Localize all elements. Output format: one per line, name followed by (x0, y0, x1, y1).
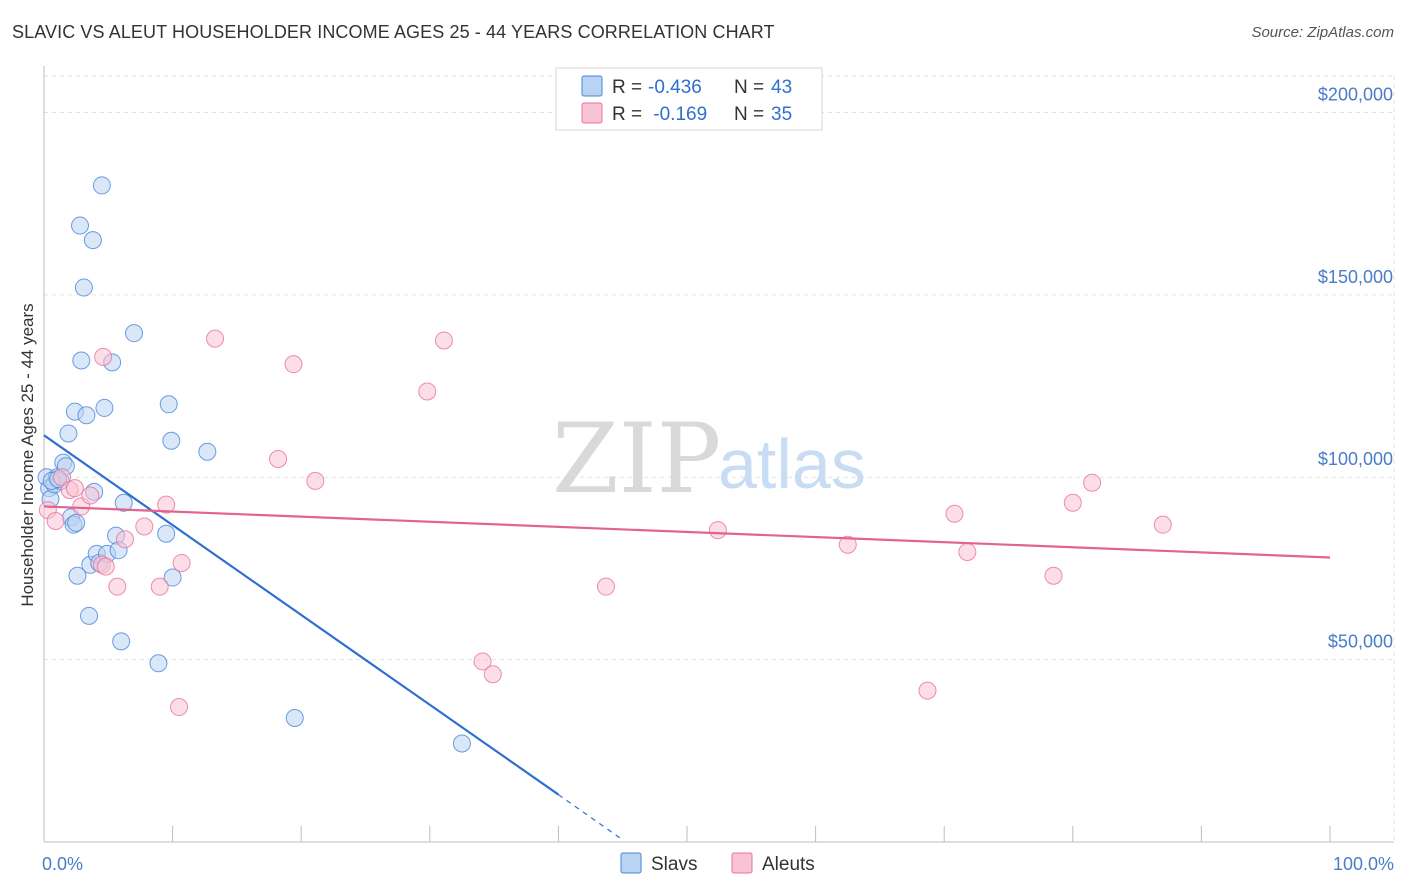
point-aleuts-4 (65, 479, 84, 498)
point-aleuts-12 (135, 517, 154, 536)
point-aleuts-13 (150, 577, 169, 596)
point-aleuts-9 (96, 557, 115, 576)
point-aleuts-10 (108, 577, 127, 596)
point-slavs-25 (95, 398, 114, 417)
point-aleuts-32 (1063, 493, 1082, 512)
point-aleuts-24 (483, 665, 502, 684)
y-tick-label-3: $200,000 (1318, 84, 1393, 104)
point-aleuts-1 (46, 512, 65, 531)
legend-r-value-slavs: -0.436 (648, 77, 702, 98)
point-aleuts-34 (1153, 515, 1172, 534)
point-slavs-31 (114, 493, 133, 512)
point-slavs-24 (92, 176, 111, 195)
legend-r-label-aleuts: R = (612, 104, 642, 125)
point-slavs-13 (68, 566, 87, 585)
point-slavs-34 (157, 524, 176, 543)
bottom-legend-swatch-aleuts (731, 852, 753, 874)
point-aleuts-16 (172, 553, 191, 572)
legend-n-value-slavs: 43 (771, 77, 792, 98)
point-aleuts-26 (708, 521, 727, 540)
point-aleuts-33 (1083, 473, 1102, 492)
point-slavs-37 (163, 568, 182, 587)
legend-r-label-slavs: R = (612, 77, 642, 98)
legend-r-value-aleuts: -0.169 (648, 104, 707, 125)
watermark-atlas: atlas (718, 425, 866, 503)
trend-line-slavs (43, 434, 560, 796)
point-slavs-17 (77, 406, 96, 425)
point-slavs-16 (74, 278, 93, 297)
trend-line-aleuts (43, 505, 1331, 559)
legend-n-label-aleuts: N = (734, 104, 764, 125)
bottom-legend-label-slavs: Slavs (651, 854, 697, 875)
point-slavs-14 (71, 216, 90, 235)
series-legend: Slavs Aleuts (620, 852, 815, 875)
point-slavs-35 (159, 395, 178, 414)
series-slavs-points (37, 176, 471, 753)
point-aleuts-8 (94, 347, 113, 366)
point-aleuts-17 (206, 329, 225, 348)
axes (43, 66, 1394, 843)
point-aleuts-28 (918, 681, 937, 700)
point-aleuts-22 (434, 331, 453, 350)
point-slavs-8 (59, 424, 78, 443)
point-slavs-40 (452, 734, 471, 753)
point-slavs-30 (112, 632, 131, 651)
point-aleuts-23 (473, 652, 492, 671)
point-slavs-11 (67, 513, 86, 532)
legend-swatch-slavs (581, 75, 603, 97)
point-slavs-18 (80, 606, 99, 625)
chart-title: SLAVIC VS ALEUT HOUSEHOLDER INCOME AGES … (12, 22, 775, 42)
point-slavs-32 (125, 324, 144, 343)
legend-n-label-slavs: N = (734, 77, 764, 98)
y-tick-label-2: $150,000 (1318, 267, 1393, 287)
point-slavs-15 (72, 351, 91, 370)
point-aleuts-19 (284, 355, 303, 374)
point-slavs-36 (162, 431, 181, 450)
point-slavs-33 (149, 654, 168, 673)
point-slavs-20 (83, 231, 102, 250)
point-aleuts-14 (157, 495, 176, 514)
watermark-zip: ZIP (552, 403, 721, 515)
y-tick-labels: $50,000 $100,000 $150,000 $200,000 (1318, 84, 1393, 651)
point-aleuts-25 (596, 577, 615, 596)
series-aleuts-points (38, 329, 1172, 717)
y-tick-label-0: $50,000 (1328, 632, 1393, 652)
point-aleuts-21 (418, 382, 437, 401)
point-aleuts-20 (306, 471, 325, 490)
point-aleuts-30 (958, 543, 977, 562)
trend-lines (43, 434, 1331, 841)
point-aleuts-11 (116, 530, 135, 549)
bottom-legend-label-aleuts: Aleuts (762, 854, 815, 875)
watermark: ZIP atlas (552, 403, 866, 515)
x-tick-label-max: 100.0% (1333, 854, 1394, 874)
legend-n-value-aleuts: 35 (771, 104, 792, 125)
x-tick-label-min: 0.0% (42, 854, 83, 874)
correlation-legend: R = -0.436 N = 43 R = -0.169 N = 35 (555, 67, 823, 131)
y-tick-label-1: $100,000 (1318, 449, 1393, 469)
point-aleuts-6 (81, 486, 100, 505)
point-slavs-38 (198, 442, 217, 461)
bottom-legend-swatch-slavs (620, 852, 642, 874)
x-tick-labels: 0.0% 100.0% (42, 854, 1394, 874)
legend-swatch-aleuts (581, 102, 603, 124)
source-credit: Source: ZipAtlas.com (1251, 24, 1394, 41)
point-slavs-39 (285, 708, 304, 727)
point-aleuts-18 (269, 450, 288, 468)
point-aleuts-29 (945, 504, 964, 523)
y-axis-label: Householder Income Ages 25 - 44 years (18, 303, 37, 606)
trend-line-slavs-extension (558, 794, 624, 841)
point-aleuts-31 (1044, 566, 1063, 585)
point-aleuts-15 (170, 698, 189, 717)
point-aleuts-27 (838, 535, 857, 554)
